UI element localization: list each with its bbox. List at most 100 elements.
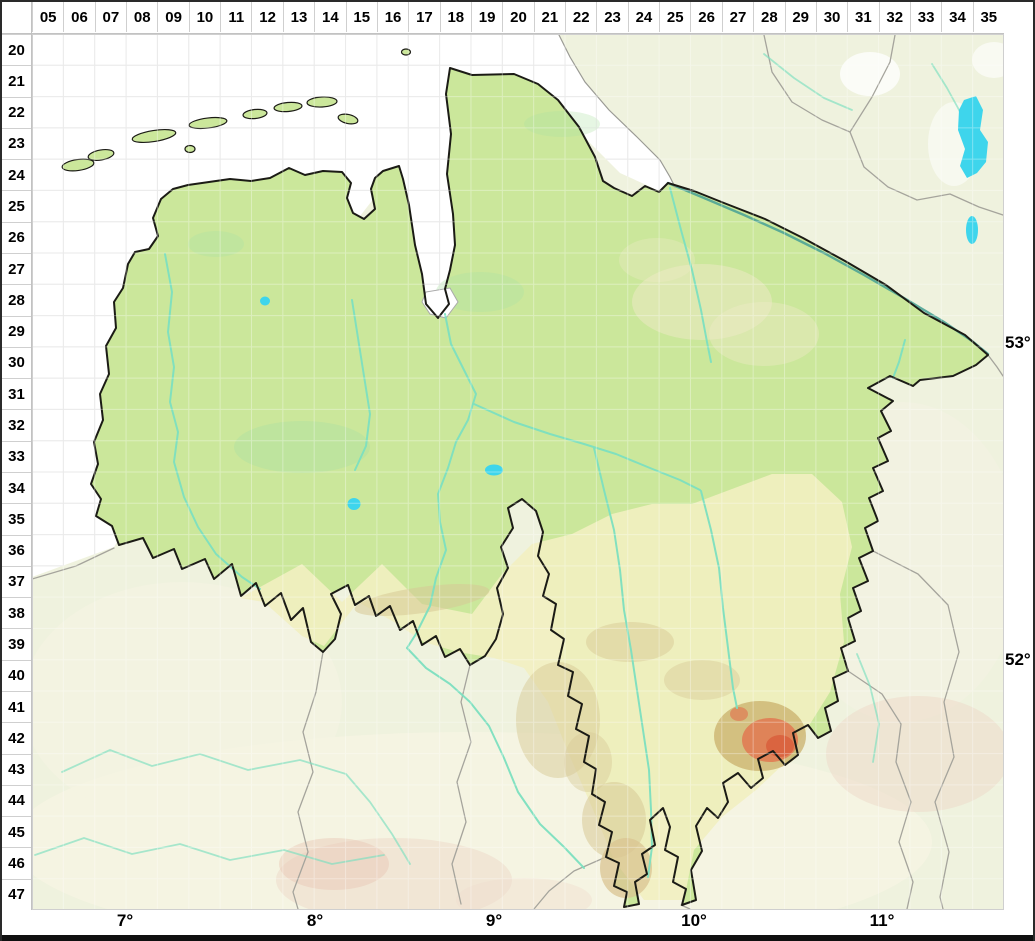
grid-row-label-27: 27 [2, 253, 31, 285]
grid-column-label-17: 17 [408, 2, 440, 32]
grid-row-label-39: 39 [2, 628, 31, 660]
island [189, 116, 228, 131]
foreign-border-line [848, 671, 913, 909]
south-relief-tint [456, 878, 592, 910]
island [243, 108, 268, 119]
river-weser [407, 314, 476, 648]
longitude-label-7°: 7° [116, 911, 134, 930]
foreign-borders-group [32, 35, 1003, 909]
longitude-label-10°: 10° [681, 911, 707, 930]
grid-row-label-41: 41 [2, 691, 31, 723]
river-weser-upper [407, 648, 584, 868]
grid-row-label-38: 38 [2, 597, 31, 629]
grid-row-label-30: 30 [2, 346, 31, 379]
lake [260, 296, 270, 306]
marsh-patch [524, 111, 600, 137]
heath-patch [709, 302, 819, 366]
grid-column-label-07: 07 [94, 2, 127, 32]
grid-column-label-08: 08 [126, 2, 158, 32]
harz-peak [730, 707, 748, 721]
grid-row-label-40: 40 [2, 659, 31, 691]
island [61, 157, 94, 172]
grid-row-label-42: 42 [2, 722, 31, 754]
latitude-label-52°: 52° [1005, 650, 1031, 669]
grid-column-label-11: 11 [220, 2, 252, 32]
grid-row-label-26: 26 [2, 221, 31, 253]
longitude-label-8°: 8° [306, 911, 324, 930]
grid-column-label-31: 31 [847, 2, 879, 32]
grid-column-label-28: 28 [753, 2, 785, 32]
grid-column-label-19: 19 [470, 2, 503, 32]
grid-column-label-23: 23 [596, 2, 628, 32]
southwest-cream-shade [32, 582, 342, 822]
longitude-label-9°: 9° [485, 911, 503, 930]
grid-row-label-36: 36 [2, 534, 31, 566]
grid-column-label-34: 34 [941, 2, 973, 32]
south-relief-tint [276, 838, 512, 910]
foreign-border-line [873, 551, 959, 909]
river-oker [701, 491, 737, 708]
river-path [857, 654, 879, 762]
grid-column-label-25: 25 [659, 2, 691, 32]
grid-row-label-23: 23 [2, 127, 31, 160]
grid-row-label-21: 21 [2, 65, 31, 97]
grid-column-label-30: 30 [815, 2, 848, 32]
grid-column-label-13: 13 [282, 2, 315, 32]
grid-column-label-09: 09 [157, 2, 189, 32]
grid-column-label-29: 29 [784, 2, 816, 32]
grid-column-label-15: 15 [345, 2, 377, 32]
grid-row-label-44: 44 [2, 784, 31, 817]
grid-row-label-24: 24 [2, 159, 31, 191]
grid-column-label-24: 24 [627, 2, 660, 32]
river-ilmenau [670, 188, 711, 362]
foreign-border-line [534, 857, 606, 909]
hill-ridge [664, 660, 740, 700]
grid-row-label-28: 28 [2, 284, 31, 316]
elbe-estuary-bank [559, 35, 675, 187]
grid-column-label-22: 22 [565, 2, 597, 32]
river-jeetzel [893, 340, 905, 378]
grid-column-label-18: 18 [439, 2, 471, 32]
foreign-border-line [764, 35, 850, 132]
quadrant-grid-overlay [32, 34, 1004, 910]
river-ems [165, 254, 260, 589]
grid-row-label-34: 34 [2, 472, 31, 504]
grid-row-label-47: 47 [2, 878, 31, 910]
rowlabel-divider [31, 2, 32, 910]
lake [958, 96, 988, 178]
island [274, 101, 303, 112]
grid-row-label-43: 43 [2, 753, 31, 785]
island [185, 146, 195, 153]
grid-column-label-12: 12 [251, 2, 283, 32]
state-border-path [91, 68, 988, 907]
grid-row-label-45: 45 [2, 816, 31, 848]
grid-column-label-14: 14 [314, 2, 346, 32]
grid-column-label-16: 16 [376, 2, 409, 32]
hill-ridge [564, 732, 612, 792]
foreign-border-line [32, 548, 114, 579]
northeast-white-patch [972, 42, 1004, 78]
grid-column-label-21: 21 [533, 2, 566, 32]
lakes-group [260, 96, 988, 510]
heath-patch [619, 238, 695, 282]
grid-row-label-33: 33 [2, 440, 31, 472]
marsh-patch [188, 231, 244, 257]
lake-steinhude [485, 464, 503, 476]
river-hunte [352, 300, 370, 470]
grid-column-label-33: 33 [909, 2, 942, 32]
island [307, 96, 337, 108]
latitude-label-53°: 53° [1005, 333, 1031, 352]
grid-column-label-32: 32 [878, 2, 910, 32]
island [337, 113, 358, 126]
river-aller [474, 404, 700, 490]
river-path [764, 54, 852, 110]
grid-row-label-29: 29 [2, 315, 31, 347]
lake-duemmer [347, 498, 361, 510]
heath-patch [632, 264, 772, 340]
state-relief-group [188, 111, 852, 900]
grid-row-label-46: 46 [2, 847, 31, 879]
grid-column-label-10: 10 [188, 2, 221, 32]
southeast-relief-tint [826, 696, 1004, 812]
